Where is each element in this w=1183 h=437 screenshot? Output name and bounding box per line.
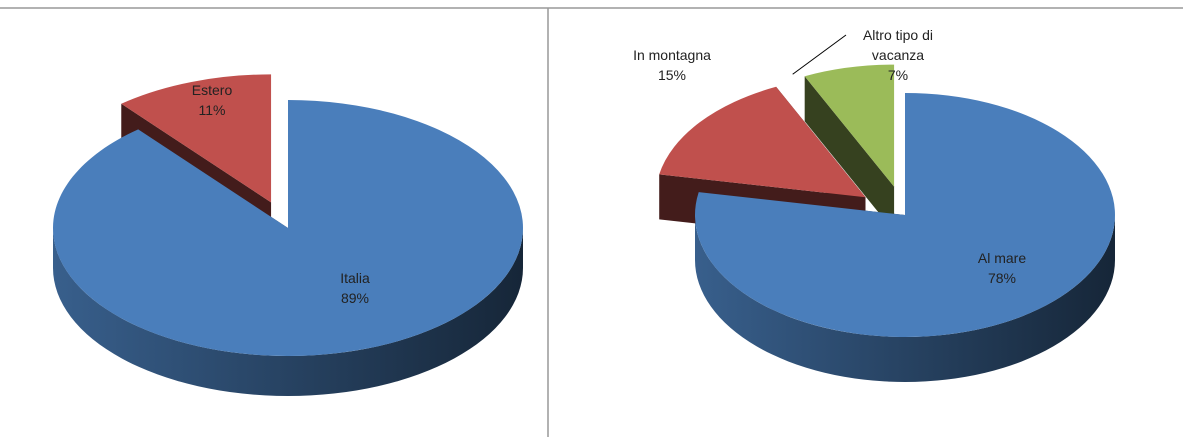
data-label: In montagna 15% xyxy=(633,45,711,85)
category: In montagna xyxy=(633,47,711,63)
data-label: Al mare 78% xyxy=(978,248,1026,288)
radial-wall xyxy=(804,76,895,232)
tops xyxy=(52,74,523,357)
category: Italia xyxy=(340,270,370,286)
outer-wall xyxy=(53,228,523,396)
category: Estero xyxy=(191,82,233,98)
slice xyxy=(804,64,895,187)
outer-wall xyxy=(695,215,1115,382)
slice xyxy=(659,86,866,198)
slice xyxy=(52,100,523,357)
data-label: Italia 89% xyxy=(340,268,370,308)
tops xyxy=(659,64,1115,337)
value-label: 78% xyxy=(987,270,1017,286)
slice xyxy=(121,74,272,203)
data-label: Estero 11% xyxy=(192,80,232,120)
value-label: 15% xyxy=(657,67,687,83)
value-label: 89% xyxy=(340,290,370,306)
value-label: 7% xyxy=(887,67,909,83)
category: Altro tipo di vacanza xyxy=(862,27,934,63)
value-label: 11% xyxy=(198,102,226,118)
slice xyxy=(695,93,1115,337)
leader-line xyxy=(792,34,847,75)
data-label: Altro tipo di vacanza 7% xyxy=(843,25,953,85)
category: Al mare xyxy=(977,250,1027,266)
